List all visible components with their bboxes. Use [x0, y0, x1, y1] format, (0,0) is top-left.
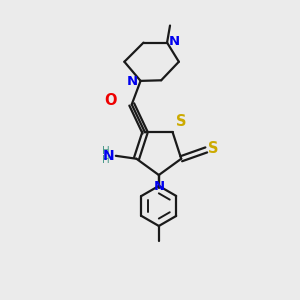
Text: N: N [127, 75, 138, 88]
Text: H
H: H H [102, 146, 110, 165]
Text: N: N [169, 35, 180, 48]
Text: S: S [208, 141, 218, 156]
Text: S: S [176, 115, 186, 130]
Text: N: N [103, 149, 114, 163]
Text: N: N [154, 180, 165, 193]
Text: O: O [104, 93, 117, 108]
